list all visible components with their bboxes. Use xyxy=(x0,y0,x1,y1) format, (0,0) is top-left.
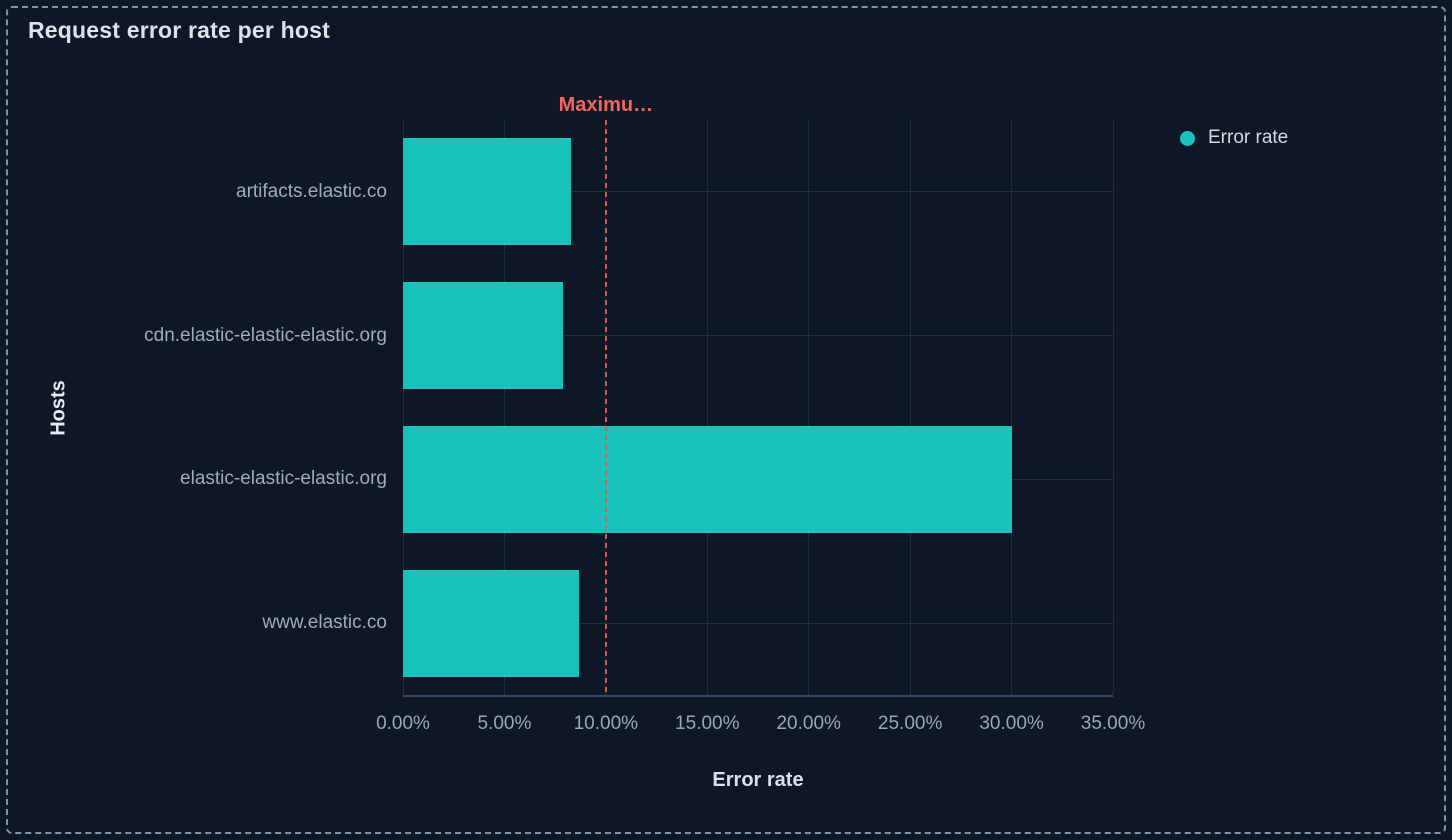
legend-item-error-rate[interactable]: Error rate xyxy=(1180,127,1288,149)
y-tick-label: www.elastic.co xyxy=(262,612,387,633)
bar-artifacts.elastic.co[interactable] xyxy=(403,138,571,245)
gridline-vertical xyxy=(808,120,810,695)
x-tick-label: 35.00% xyxy=(1080,713,1146,734)
x-tick-label: 25.00% xyxy=(877,713,943,734)
y-tick-label: elastic-elastic-elastic.org xyxy=(180,468,387,489)
y-tick-label: cdn.elastic-elastic-elastic.org xyxy=(144,325,387,346)
gridline-vertical xyxy=(1011,120,1013,695)
legend-series-dot-icon xyxy=(1180,130,1195,146)
chart-title: Request error rate per host xyxy=(28,17,330,43)
bar-cdn.elastic-elastic-elastic.org[interactable] xyxy=(403,282,563,389)
x-tick-label: 30.00% xyxy=(979,713,1044,734)
legend: Error rate xyxy=(1180,127,1288,149)
x-tick-label: 10.00% xyxy=(573,713,639,734)
gridline-vertical xyxy=(706,120,708,695)
gridline-vertical xyxy=(503,120,505,695)
gridline-horizontal xyxy=(403,191,1113,193)
y-axis-title: Hosts xyxy=(47,379,70,436)
annotation-label: Maximu… xyxy=(558,94,654,116)
legend-label: Error rate xyxy=(1208,127,1289,148)
bar-elastic-elastic-elastic.org[interactable] xyxy=(403,426,1012,533)
gridline-vertical xyxy=(402,120,404,695)
gridline-horizontal xyxy=(403,622,1113,624)
bar-www.elastic.co[interactable] xyxy=(403,570,579,677)
gridline-horizontal xyxy=(403,335,1113,337)
gridline-vertical xyxy=(909,120,911,695)
y-tick-label: artifacts.elastic.co xyxy=(236,181,387,202)
x-axis-title: Error rate xyxy=(712,769,804,791)
x-tick-label: 0.00% xyxy=(376,713,430,734)
x-tick-label: 20.00% xyxy=(776,713,841,734)
x-tick-label: 15.00% xyxy=(675,713,740,734)
x-tick-label: 5.00% xyxy=(477,713,532,734)
annotation-threshold-line xyxy=(604,120,607,695)
gridline-vertical xyxy=(1112,120,1114,695)
x-axis-line xyxy=(403,695,1113,697)
